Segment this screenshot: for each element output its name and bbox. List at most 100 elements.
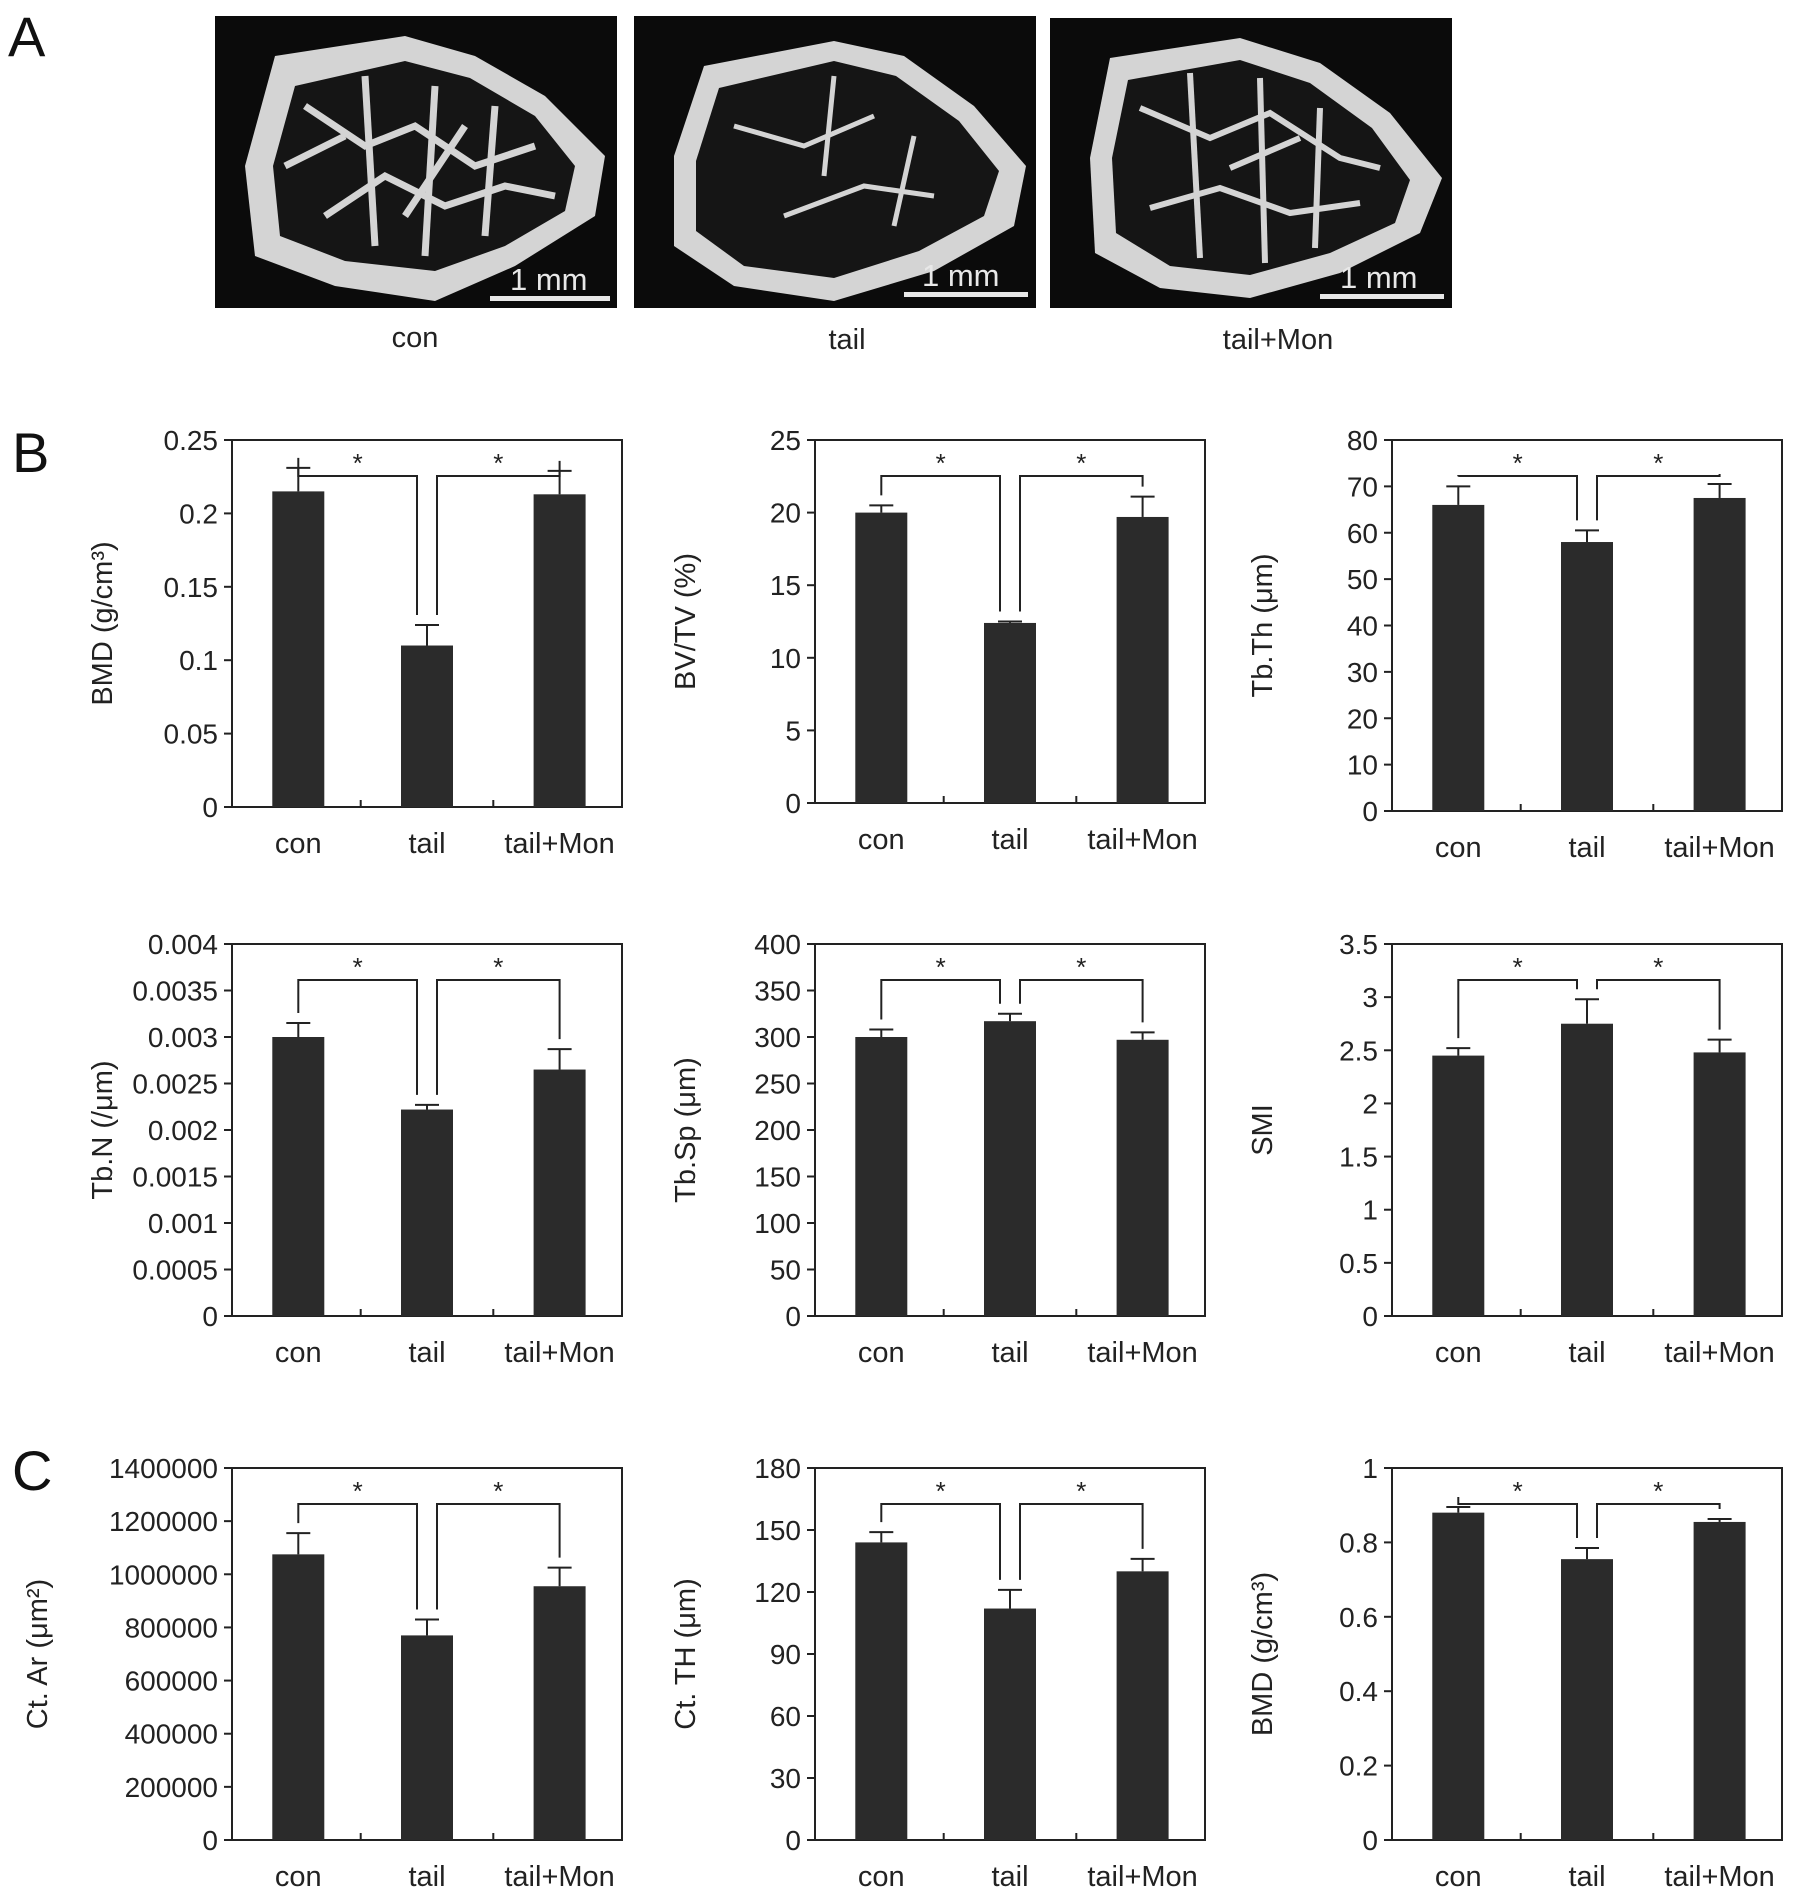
y-tick-label: 1 — [1362, 1195, 1378, 1226]
y-axis-label: Tb.Sp (μm) — [670, 1057, 702, 1203]
significance-bracket — [1596, 474, 1721, 521]
y-tick-label: 50 — [770, 1255, 801, 1286]
y-tick-label: 20 — [1347, 703, 1378, 734]
y-tick-label: 200 — [754, 1115, 801, 1146]
y-tick-label: 60 — [1347, 518, 1378, 549]
scale-label: 1 mm — [1340, 260, 1418, 295]
bar-tail — [984, 1608, 1036, 1840]
y-tick-label: 80 — [1347, 425, 1378, 456]
y-axis-label: BV/TV (%) — [670, 553, 702, 690]
y-tick-label: 30 — [770, 1763, 801, 1794]
x-tick-label: con — [275, 1861, 322, 1892]
bar-con — [1432, 1512, 1485, 1840]
bar-tail — [1561, 1559, 1613, 1840]
image-label-con: con — [391, 322, 439, 354]
bar-con — [855, 512, 908, 803]
chart-group: 0 0.05 0.1 0.15 0.2 0.25 BMD (g/cm³) con tail tai… — [87, 425, 623, 860]
chart-group: 0 0.0005 0.001 0.0015 0.002 0.0025 0.003 0.0035… — [87, 929, 623, 1369]
x-tick-label: tail+Mon — [1664, 1337, 1774, 1369]
y-tick-label: 800000 — [125, 1612, 218, 1643]
x-tick-label: tail+Mon — [504, 1337, 614, 1369]
significance-star: * — [353, 448, 363, 478]
x-tick-label: tail — [1568, 1861, 1605, 1892]
y-tick-label: 0.1 — [179, 645, 218, 676]
y-tick-label: 0 — [202, 1825, 218, 1856]
bar-con — [272, 491, 325, 807]
significance-star: * — [1076, 448, 1086, 478]
y-tick-label: 400 — [754, 929, 801, 960]
bar-tail-Mon — [533, 1069, 586, 1316]
y-tick-label: 1.5 — [1339, 1142, 1378, 1173]
panel-letter-b: B — [12, 421, 50, 484]
image-label-tail: tail — [828, 324, 866, 356]
significance-star: * — [936, 448, 946, 478]
y-tick-label: 0.004 — [148, 929, 218, 960]
x-tick-label: con — [275, 828, 322, 860]
bar-con — [855, 1542, 908, 1840]
x-tick-label: tail — [408, 1337, 445, 1369]
x-tick-label: tail+Mon — [504, 828, 614, 860]
y-tick-label: 400000 — [125, 1719, 218, 1750]
y-tick-label: 60 — [770, 1701, 801, 1732]
trabecular-network — [283, 75, 556, 257]
y-tick-label: 150 — [754, 1515, 801, 1546]
significance-star: * — [1653, 1476, 1663, 1506]
y-tick-label: 30 — [1347, 657, 1378, 688]
y-axis-label: Ct. TH (μm) — [670, 1578, 702, 1730]
y-tick-label: 0.25 — [164, 425, 219, 456]
bar-tail-Mon — [1116, 1571, 1169, 1840]
microct-image-tail — [634, 16, 1036, 308]
y-tick-label: 150 — [754, 1162, 801, 1193]
bar-tail — [984, 622, 1036, 803]
y-tick-label: 0 — [1362, 1301, 1378, 1332]
y-tick-label: 0 — [785, 788, 801, 819]
bar-con — [272, 1554, 325, 1840]
microct-image-tail-mon — [1050, 18, 1452, 308]
significance-star: * — [1653, 448, 1663, 478]
y-tick-label: 1 — [1362, 1453, 1378, 1484]
y-tick-label: 0.15 — [164, 572, 219, 603]
x-tick-label: tail+Mon — [1087, 1861, 1197, 1892]
significance-bracket — [880, 979, 1001, 1020]
significance-bracket — [1457, 475, 1578, 521]
y-tick-label: 0 — [202, 792, 218, 823]
y-tick-label: 0.0005 — [132, 1255, 218, 1286]
panel-letter-a: A — [8, 5, 46, 68]
significance-bracket — [880, 1503, 1001, 1580]
x-tick-label: tail+Mon — [1664, 1861, 1774, 1892]
bar-con — [855, 1037, 908, 1316]
significance-bracket — [1019, 1503, 1144, 1580]
chart-group: 0 50 100 150 200 250 300 350 400 Tb.Sp (μm) con tai… — [670, 929, 1206, 1369]
y-tick-label: 5 — [785, 715, 801, 746]
x-tick-label: con — [858, 1861, 905, 1892]
y-tick-label: 0 — [1362, 796, 1378, 827]
bar-con — [272, 1037, 325, 1316]
bar-tail — [1561, 1023, 1613, 1316]
trabecular-network — [733, 75, 935, 227]
y-tick-label: 10 — [1347, 750, 1378, 781]
bar-tail-Mon — [533, 494, 586, 807]
bar-tail-Mon — [1116, 1039, 1169, 1316]
y-axis-label: Tb.Th (μm) — [1247, 554, 1279, 698]
y-tick-label: 10 — [770, 643, 801, 674]
y-tick-label: 3.5 — [1339, 929, 1378, 960]
bone-marrow-shape — [273, 61, 575, 271]
y-tick-label: 0.2 — [179, 498, 218, 529]
y-tick-label: 2 — [1362, 1088, 1378, 1119]
y-tick-label: 25 — [770, 425, 801, 456]
panel-letter-c: C — [12, 1439, 53, 1502]
significance-star: * — [1513, 448, 1523, 478]
significance-star: * — [1513, 1476, 1523, 1506]
y-tick-label: 90 — [770, 1639, 801, 1670]
y-tick-label: 120 — [754, 1577, 801, 1608]
y-tick-label: 0.001 — [148, 1208, 218, 1239]
significance-star: * — [1076, 1476, 1086, 1506]
y-tick-label: 0.0035 — [132, 976, 218, 1007]
y-tick-label: 1400000 — [109, 1453, 218, 1484]
significance-bracket — [436, 1503, 561, 1610]
scale-label: 1 mm — [922, 258, 1000, 293]
